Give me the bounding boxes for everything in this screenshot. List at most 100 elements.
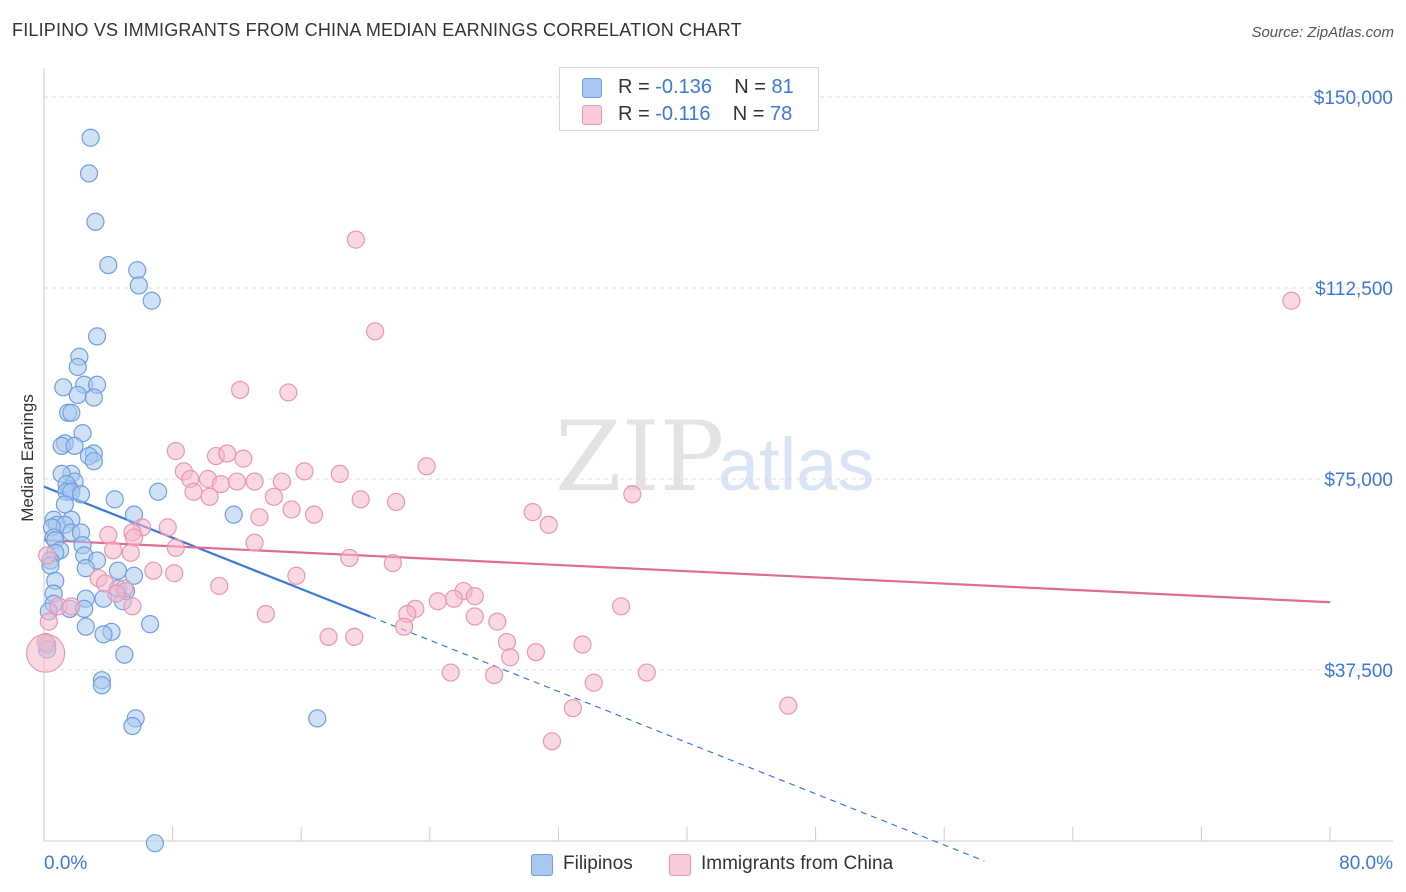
legend-label-china: Immigrants from China bbox=[701, 853, 894, 874]
data-point bbox=[245, 533, 264, 552]
data-point bbox=[65, 436, 84, 455]
data-point bbox=[523, 503, 542, 522]
legend-n-value: 78 bbox=[769, 103, 793, 125]
data-point bbox=[279, 383, 298, 402]
data-point bbox=[366, 322, 385, 341]
axis-labels: $37,500 $75,000 $112,500 $150,000 0.0% 80.0% bbox=[44, 88, 1393, 874]
x-tick-label: 0.0% bbox=[44, 853, 87, 874]
y-tick-label: $150,000 bbox=[1314, 88, 1393, 109]
data-point bbox=[465, 587, 484, 606]
data-point bbox=[485, 665, 504, 685]
data-point bbox=[227, 472, 246, 491]
data-point bbox=[26, 633, 66, 673]
data-point bbox=[526, 643, 545, 662]
data-point bbox=[250, 508, 269, 527]
data-point bbox=[346, 230, 365, 249]
data-point bbox=[428, 592, 447, 611]
data-point bbox=[200, 487, 219, 506]
legend-r-value: -0.136 bbox=[655, 76, 712, 98]
legend-r-label: R = bbox=[618, 103, 650, 125]
data-point bbox=[104, 541, 123, 560]
data-point bbox=[383, 553, 402, 573]
data-point bbox=[386, 492, 406, 512]
legend-r-value: -0.116 bbox=[655, 103, 711, 125]
trend-line-filipinos bbox=[43, 485, 371, 618]
data-point bbox=[319, 627, 338, 646]
data-point bbox=[224, 505, 243, 524]
data-point bbox=[55, 495, 74, 514]
watermark: ZIP atlas bbox=[555, 401, 874, 513]
data-point bbox=[140, 615, 160, 634]
data-point bbox=[129, 276, 148, 295]
data-point bbox=[107, 584, 126, 603]
data-point bbox=[497, 632, 517, 652]
data-point bbox=[345, 627, 364, 646]
data-point bbox=[351, 490, 370, 509]
data-point bbox=[779, 696, 798, 715]
data-point bbox=[623, 485, 642, 504]
data-point bbox=[417, 457, 436, 476]
data-point bbox=[84, 388, 103, 407]
data-point bbox=[542, 732, 562, 751]
axes bbox=[43, 68, 1393, 842]
y-axis-label: Median Earnings bbox=[18, 394, 37, 522]
series-legend: Filipinos Immigrants from China bbox=[0, 851, 1406, 879]
trend-lines bbox=[43, 485, 1331, 862]
data-point bbox=[287, 566, 306, 585]
data-point bbox=[87, 327, 107, 346]
source-credit: Source: ZipAtlas.com bbox=[1251, 24, 1394, 41]
data-point bbox=[210, 576, 229, 596]
data-point bbox=[166, 441, 185, 461]
data-point bbox=[54, 378, 73, 397]
legend-n-value: 81 bbox=[771, 76, 794, 98]
trend-line-china bbox=[43, 539, 1331, 604]
data-point bbox=[115, 645, 134, 664]
data-point bbox=[99, 255, 118, 275]
data-point bbox=[637, 663, 656, 682]
data-point bbox=[256, 604, 275, 624]
data-point bbox=[81, 128, 100, 147]
y-tick-label: $112,500 bbox=[1315, 279, 1393, 300]
legend-label-filipinos: Filipinos bbox=[563, 853, 633, 874]
data-point bbox=[68, 385, 87, 405]
data-point bbox=[282, 500, 301, 519]
data-point bbox=[539, 515, 558, 534]
data-point bbox=[340, 548, 359, 568]
series-china bbox=[26, 230, 1301, 751]
data-point bbox=[123, 716, 142, 736]
data-point bbox=[62, 403, 81, 422]
data-point bbox=[611, 597, 631, 616]
data-point bbox=[295, 462, 314, 481]
scatter-points bbox=[26, 128, 1301, 853]
data-point bbox=[68, 357, 87, 377]
x-tick-label: 80.0% bbox=[1339, 853, 1393, 874]
data-point bbox=[105, 490, 124, 509]
data-point bbox=[272, 472, 292, 491]
data-point bbox=[99, 525, 118, 545]
data-point bbox=[95, 574, 115, 593]
data-point bbox=[234, 449, 253, 468]
data-point bbox=[245, 472, 264, 491]
legend-n-label: N = bbox=[734, 76, 766, 98]
data-point bbox=[123, 597, 142, 616]
chart-title: FILIPINO VS IMMIGRANTS FROM CHINA MEDIAN… bbox=[12, 20, 742, 40]
data-point bbox=[488, 612, 507, 631]
data-point bbox=[144, 561, 163, 580]
data-point bbox=[38, 546, 57, 565]
data-point bbox=[86, 212, 105, 231]
data-point bbox=[71, 485, 91, 504]
data-point bbox=[394, 617, 414, 636]
data-point bbox=[121, 543, 140, 562]
data-point bbox=[165, 564, 184, 583]
y-tick-label: $37,500 bbox=[1324, 661, 1393, 682]
data-point bbox=[94, 625, 113, 644]
stats-legend: R = -0.136 N = 81 R = -0.116 N = 78 bbox=[559, 67, 819, 131]
legend-swatch-filipinos bbox=[531, 854, 553, 876]
data-point bbox=[465, 607, 484, 626]
data-point bbox=[149, 482, 168, 501]
data-point bbox=[128, 261, 147, 280]
data-point bbox=[158, 518, 177, 537]
data-point bbox=[84, 452, 103, 471]
data-point bbox=[76, 559, 95, 578]
